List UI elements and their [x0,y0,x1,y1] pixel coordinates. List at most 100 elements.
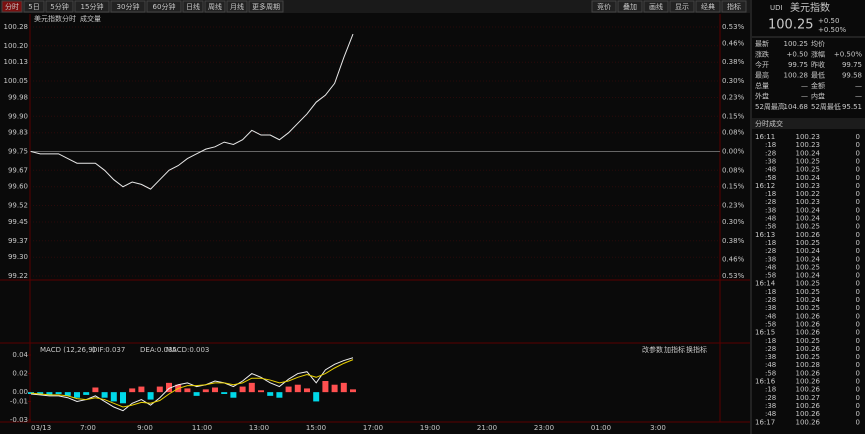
trade-price: 100.24 [796,206,821,214]
period-tab[interactable] [1,0,23,13]
tool-button[interactable] [617,0,643,13]
trade-volume: 0 [856,133,860,141]
period-tab[interactable] [23,0,45,13]
period-tab-label[interactable]: 15分钟 [81,2,104,11]
quote-name: 美元指数 [790,1,830,14]
trade-price: 100.26 [796,386,821,394]
quote-label: 涨幅 [811,50,825,59]
period-tab-label[interactable]: 5日 [28,3,39,11]
trade-price: 100.24 [796,215,821,223]
tool-button[interactable] [721,0,747,13]
quote-label: 52周最高 [755,102,785,111]
tool-button-label[interactable]: 叠加 [623,2,637,11]
period-tab-label[interactable]: 月线 [230,2,244,11]
y-tick-label: 99.37 [8,237,28,245]
y2-tick-label: 0.38% [722,237,745,245]
period-tab-label[interactable]: 5分钟 [50,2,68,11]
y-tick-label: 0.00 [12,388,28,396]
period-tab[interactable] [226,0,248,13]
trades-header [752,118,865,129]
tool-button-label[interactable]: 显示 [675,3,689,11]
period-tab[interactable] [110,0,146,13]
quote-label: 均价 [811,39,825,48]
chart-tab[interactable]: 分时 [62,14,76,23]
macd-bar [28,392,34,394]
trade-volume: 0 [856,182,860,190]
trade-price: 100.26 [796,320,821,328]
macd-bar [129,388,136,393]
macd-bar [230,392,237,398]
period-tab-label[interactable]: 更多周期 [252,2,280,11]
trade-time: :58 [765,174,776,182]
y-tick-label: -0.01 [10,397,28,405]
macd-bar [285,386,292,393]
trade-volume: 0 [856,263,860,271]
y2-tick-label: 0.08% [722,129,745,137]
trade-price: 100.28 [796,361,821,369]
y2-tick-label: 0.08% [722,166,745,174]
period-tab[interactable] [74,0,110,13]
indicator-button[interactable]: 改参数 [642,345,663,354]
trade-time: 16:11 [755,133,775,141]
macd-bar [276,392,283,398]
y-tick-label: 99.22 [8,272,28,280]
trade-price: 100.25 [796,337,821,345]
macd-line [30,359,354,408]
period-tab[interactable] [45,0,74,13]
tool-button[interactable] [669,0,695,13]
quote-label: 昨收 [811,60,825,69]
period-tab-label[interactable]: 周线 [208,2,222,11]
trade-price: 100.26 [796,312,821,320]
quote-value: 99.75 [788,61,808,69]
legend-entry: DIF:0.037 [92,346,125,354]
period-tab-label[interactable]: 60分钟 [153,2,176,11]
x-tick-label: 23:00 [534,424,554,432]
trade-volume: 0 [856,418,860,426]
trade-volume: 0 [856,304,860,312]
chart-tab[interactable]: 成交量 [80,14,101,23]
y-tick-label: 0.02 [12,370,28,378]
trade-price: 100.25 [796,304,821,312]
period-tab[interactable] [248,0,284,13]
period-tab[interactable] [146,0,182,13]
y-tick-label: 0.04 [12,351,28,359]
trade-price: 100.25 [796,223,821,231]
trade-price: 100.25 [796,353,821,361]
quote-price: 100.25 [768,18,814,33]
macd-bar [350,389,356,393]
trade-time: 16:12 [755,182,775,190]
chart-title: 美元指数 [34,14,62,23]
y2-tick-label: 0.38% [722,58,745,66]
tool-button-label[interactable]: 竞价 [597,2,611,11]
indicator-button[interactable]: 换指标 [686,345,707,354]
trade-volume: 0 [856,174,860,182]
trade-price: 100.24 [796,247,821,255]
tool-button[interactable] [643,0,669,13]
legend-entry: MACD:0.003 [166,346,209,354]
period-tab[interactable] [204,0,226,13]
tool-button-label[interactable]: 画线 [649,2,663,11]
trade-time: :38 [765,255,776,263]
trade-time: :58 [765,320,776,328]
macd-bar [166,382,172,393]
quote-value: +0.50% [834,51,862,59]
tool-button[interactable] [591,0,617,13]
trade-price: 100.23 [796,182,821,190]
x-tick-label: 19:00 [420,424,440,432]
trade-volume: 0 [856,296,860,304]
tool-button-label[interactable]: 经典 [701,2,715,11]
quote-code: UDI [770,4,783,12]
tool-button[interactable] [695,0,721,13]
period-tab[interactable] [182,0,204,13]
trade-time: 16:15 [755,329,775,337]
tool-button-label[interactable]: 指标 [727,2,741,11]
trade-time: :58 [765,223,776,231]
macd-bar [322,381,329,393]
period-tab-label[interactable]: 30分钟 [117,2,140,11]
macd-bar [248,382,255,393]
indicator-button[interactable]: 加指标 [664,345,685,354]
period-tab-label[interactable]: 日线 [186,2,200,11]
trade-time: 16:14 [755,280,776,288]
period-tab-label[interactable]: 分时 [5,2,19,11]
trade-time: :48 [765,166,776,174]
